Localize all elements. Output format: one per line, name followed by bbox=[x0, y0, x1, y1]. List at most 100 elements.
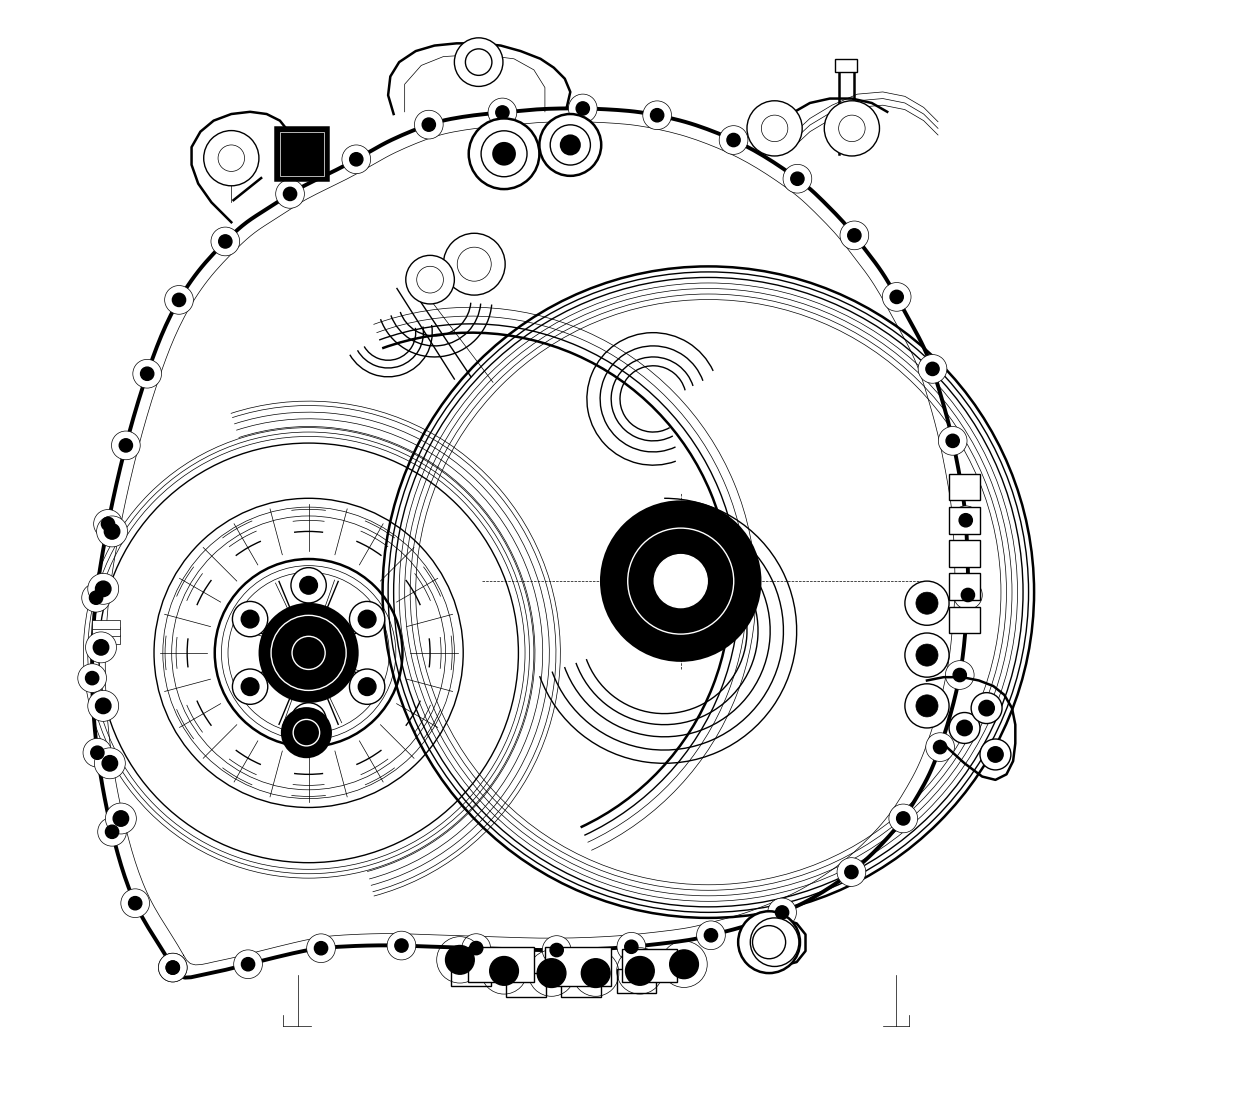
Bar bbox=[949, 573, 980, 600]
Circle shape bbox=[719, 126, 748, 154]
Circle shape bbox=[102, 756, 118, 772]
Circle shape bbox=[97, 516, 128, 547]
Circle shape bbox=[112, 431, 140, 459]
Circle shape bbox=[627, 528, 734, 634]
Bar bbox=[92, 620, 120, 629]
Circle shape bbox=[159, 953, 187, 982]
Circle shape bbox=[889, 804, 918, 832]
Circle shape bbox=[897, 811, 910, 825]
Circle shape bbox=[839, 221, 869, 250]
Circle shape bbox=[78, 664, 107, 693]
Circle shape bbox=[105, 825, 119, 838]
Circle shape bbox=[293, 720, 320, 746]
Circle shape bbox=[489, 99, 517, 127]
Circle shape bbox=[232, 601, 268, 637]
Circle shape bbox=[218, 145, 244, 172]
Circle shape bbox=[293, 637, 325, 670]
Circle shape bbox=[242, 610, 259, 628]
Circle shape bbox=[129, 897, 141, 910]
Circle shape bbox=[954, 580, 982, 609]
Circle shape bbox=[93, 640, 109, 655]
Circle shape bbox=[761, 115, 787, 142]
Circle shape bbox=[961, 588, 975, 601]
Circle shape bbox=[568, 94, 598, 123]
Circle shape bbox=[494, 143, 515, 164]
Circle shape bbox=[959, 514, 972, 527]
Circle shape bbox=[697, 921, 725, 950]
Circle shape bbox=[670, 950, 698, 979]
Circle shape bbox=[113, 810, 129, 826]
Circle shape bbox=[939, 426, 967, 455]
Circle shape bbox=[560, 136, 579, 154]
Circle shape bbox=[260, 604, 357, 702]
Bar bbox=[451, 962, 491, 986]
Bar bbox=[92, 635, 120, 644]
Circle shape bbox=[82, 583, 110, 612]
Circle shape bbox=[315, 942, 327, 955]
Circle shape bbox=[218, 235, 232, 248]
Circle shape bbox=[283, 708, 331, 757]
Circle shape bbox=[444, 234, 505, 296]
Circle shape bbox=[94, 509, 123, 538]
Circle shape bbox=[358, 677, 376, 695]
Circle shape bbox=[490, 956, 518, 985]
Circle shape bbox=[582, 959, 610, 987]
Circle shape bbox=[905, 684, 949, 728]
Circle shape bbox=[946, 434, 960, 447]
Circle shape bbox=[470, 941, 482, 954]
Circle shape bbox=[275, 179, 304, 208]
Circle shape bbox=[825, 101, 879, 156]
Circle shape bbox=[469, 118, 539, 189]
Circle shape bbox=[838, 115, 866, 142]
Circle shape bbox=[954, 669, 966, 682]
Circle shape bbox=[465, 49, 492, 75]
Circle shape bbox=[978, 701, 994, 716]
Bar bbox=[949, 540, 980, 567]
Circle shape bbox=[551, 125, 590, 165]
Circle shape bbox=[445, 945, 474, 974]
Circle shape bbox=[454, 38, 503, 86]
Circle shape bbox=[837, 858, 866, 887]
Bar bbox=[544, 946, 611, 986]
Circle shape bbox=[704, 929, 718, 942]
Bar bbox=[562, 973, 601, 997]
Circle shape bbox=[350, 153, 363, 166]
Bar bbox=[949, 607, 980, 633]
Circle shape bbox=[119, 438, 133, 452]
Circle shape bbox=[916, 644, 937, 666]
Circle shape bbox=[98, 817, 126, 846]
Circle shape bbox=[414, 111, 443, 139]
Circle shape bbox=[233, 950, 263, 979]
Circle shape bbox=[417, 267, 444, 293]
Circle shape bbox=[945, 661, 975, 690]
Circle shape bbox=[844, 866, 858, 879]
Circle shape bbox=[300, 577, 317, 594]
Circle shape bbox=[350, 669, 384, 704]
Circle shape bbox=[387, 931, 415, 960]
Circle shape bbox=[342, 145, 371, 174]
Circle shape bbox=[91, 746, 104, 759]
Circle shape bbox=[211, 227, 239, 256]
Circle shape bbox=[988, 747, 1003, 763]
Circle shape bbox=[926, 362, 939, 375]
Circle shape bbox=[782, 164, 812, 193]
Circle shape bbox=[651, 108, 663, 122]
Circle shape bbox=[83, 738, 112, 767]
Circle shape bbox=[496, 106, 510, 120]
Circle shape bbox=[551, 943, 563, 956]
Circle shape bbox=[140, 368, 154, 381]
Circle shape bbox=[916, 695, 937, 717]
Circle shape bbox=[542, 935, 572, 964]
Circle shape bbox=[625, 940, 637, 953]
Circle shape bbox=[768, 898, 796, 927]
Circle shape bbox=[738, 911, 800, 973]
Circle shape bbox=[104, 524, 120, 539]
Circle shape bbox=[537, 959, 565, 987]
Bar bbox=[92, 628, 120, 637]
Circle shape bbox=[165, 286, 193, 314]
Circle shape bbox=[642, 101, 672, 130]
Bar bbox=[506, 973, 546, 997]
Circle shape bbox=[916, 592, 937, 614]
Circle shape bbox=[746, 101, 802, 156]
Circle shape bbox=[89, 591, 103, 604]
